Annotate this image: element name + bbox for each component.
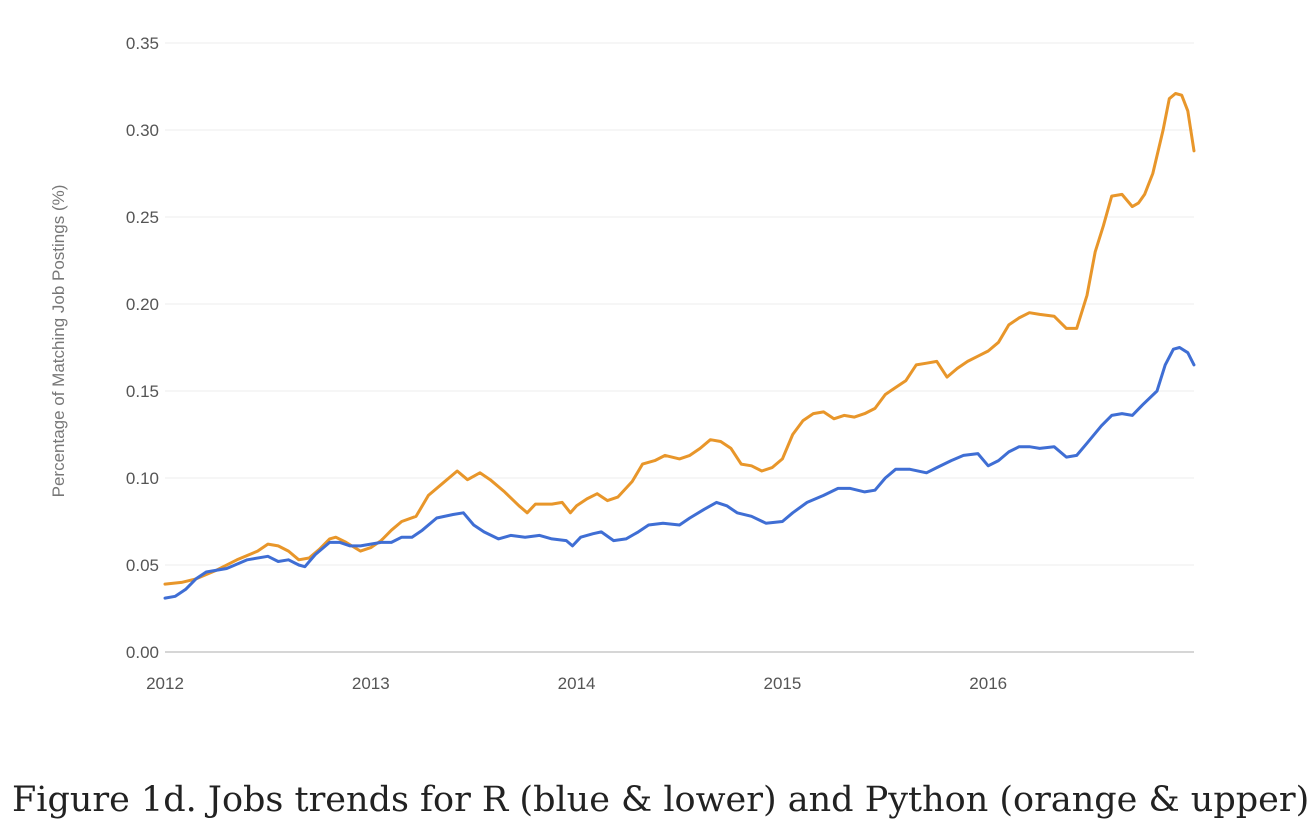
y-axis-title: Percentage of Matching Job Postings (%) <box>49 185 68 498</box>
y-tick-label: 0.35 <box>126 34 159 53</box>
y-tick-label: 0.30 <box>126 121 159 140</box>
y-tick-label: 0.10 <box>126 469 159 488</box>
y-tick-label: 0.25 <box>126 208 159 227</box>
y-tick-label: 0.15 <box>126 382 159 401</box>
figure-caption: Figure 1d. Jobs trends for R (blue & low… <box>12 780 1312 820</box>
grid-layer <box>165 42 1194 653</box>
x-tick-label: 2013 <box>352 674 390 693</box>
series-layer <box>163 92 1196 600</box>
y-tick-label: 0.05 <box>126 556 159 575</box>
x-tick-label: 2016 <box>969 674 1007 693</box>
series-line-orange <box>163 92 1196 586</box>
x-tick-label: 2012 <box>146 674 184 693</box>
x-tick-label: 2015 <box>763 674 801 693</box>
x-tick-labels: 2012 2013 2014 2015 2016 <box>146 674 1007 693</box>
line-chart: 0.000.050.100.150.200.250.300.35 2012 201… <box>49 34 1196 693</box>
y-tick-labels: 0.00 0.05 0.10 0.15 0.20 0.25 0.30 0.35 <box>126 34 159 662</box>
x-tick-label: 2014 <box>558 674 596 693</box>
y-tick-label: 0.20 <box>126 295 159 314</box>
y-tick-label: 0.00 <box>126 643 159 662</box>
series-line-blue <box>163 346 1196 600</box>
